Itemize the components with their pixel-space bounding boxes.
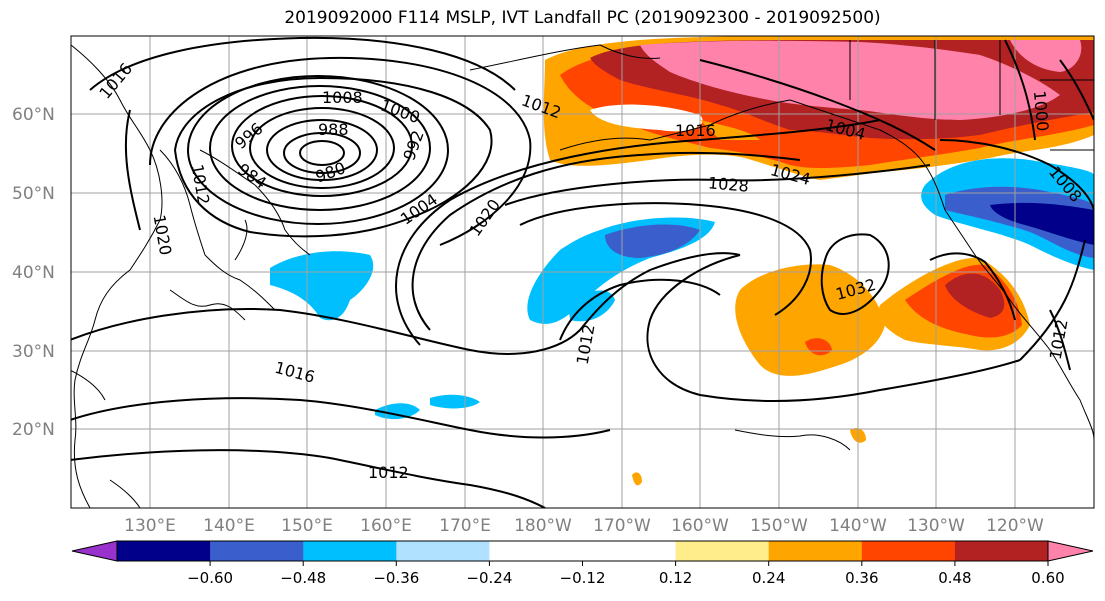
lon-label: 140°W [829, 516, 887, 536]
isobar-label: 1000 [1030, 90, 1052, 132]
coastlines [71, 40, 1094, 508]
ivt-shading [270, 36, 1094, 486]
lon-label: 170°W [593, 516, 651, 536]
lat-label: 20°N [12, 420, 55, 440]
colorbar-tick-label: −0.36 [373, 569, 419, 587]
lon-label: 160°W [671, 516, 729, 536]
map-frame [70, 35, 1095, 509]
map-title: 2019092000 F114 MSLP, IVT Landfall PC (2… [284, 8, 881, 28]
lon-label: 130°E [124, 516, 176, 536]
colorbar-extend-right [1047, 540, 1094, 562]
lon-label: 130°W [907, 516, 965, 536]
colorbar-tick-label: 0.48 [938, 569, 971, 587]
colorbar-tick-label: 0.12 [659, 569, 692, 587]
colorbar-tick-label: −0.60 [187, 569, 233, 587]
mslp-isobars [71, 36, 1094, 508]
lon-label: 120°W [986, 516, 1044, 536]
colorbar-cell [675, 541, 770, 561]
colorbar: −0.60 −0.48 −0.36 −0.24 −0.12 0.12 0.24 0.36 0.4… [71, 540, 1094, 587]
lon-label: 170°E [439, 516, 491, 536]
longitude-labels: 130°E 140°E 150°E 160°E 170°E 180°W 170°… [124, 516, 1044, 536]
lon-label: 140°E [203, 516, 255, 536]
latitude-labels: 60°N 50°N 40°N 30°N 20°N [12, 105, 55, 440]
isobar-label: 1028 [707, 173, 749, 195]
isobar-label: 1012 [368, 463, 409, 482]
lon-label: 150°E [281, 516, 333, 536]
colorbar-cell [303, 541, 397, 561]
colorbar-cell [117, 541, 211, 561]
colorbar-cell [210, 541, 304, 561]
graticule [71, 36, 1094, 508]
colorbar-tick-label: −0.48 [280, 569, 326, 587]
colorbar-cell [396, 541, 490, 561]
lon-label: 150°W [750, 516, 808, 536]
colorbar-cell [861, 541, 956, 561]
map-panel: 1016 1008 1000 996 988 992 984 980 1012 … [71, 36, 1094, 508]
lat-label: 30°N [12, 342, 55, 362]
colorbar-tick-label: −0.24 [466, 569, 512, 587]
isobar-label: 1008 [322, 88, 363, 107]
isobar-label: 988 [318, 120, 349, 139]
colorbar-cell [954, 541, 1049, 561]
colorbar-cell [768, 541, 863, 561]
colorbar-cell [489, 541, 583, 561]
colorbar-tick-label: 0.36 [845, 569, 878, 587]
lat-label: 50°N [12, 184, 55, 204]
isobar-label: 1016 [675, 121, 716, 140]
colorbar-extend-left [71, 540, 118, 562]
colorbar-tick-label: 0.24 [752, 569, 785, 587]
colorbar-cell [582, 541, 677, 561]
lat-label: 60°N [12, 105, 55, 125]
lon-label: 180°W [514, 516, 572, 536]
lat-label: 40°N [12, 263, 55, 283]
lon-label: 160°E [360, 516, 412, 536]
colorbar-tick-label: 0.60 [1031, 569, 1064, 587]
colorbar-tick-label: −0.12 [560, 569, 606, 587]
